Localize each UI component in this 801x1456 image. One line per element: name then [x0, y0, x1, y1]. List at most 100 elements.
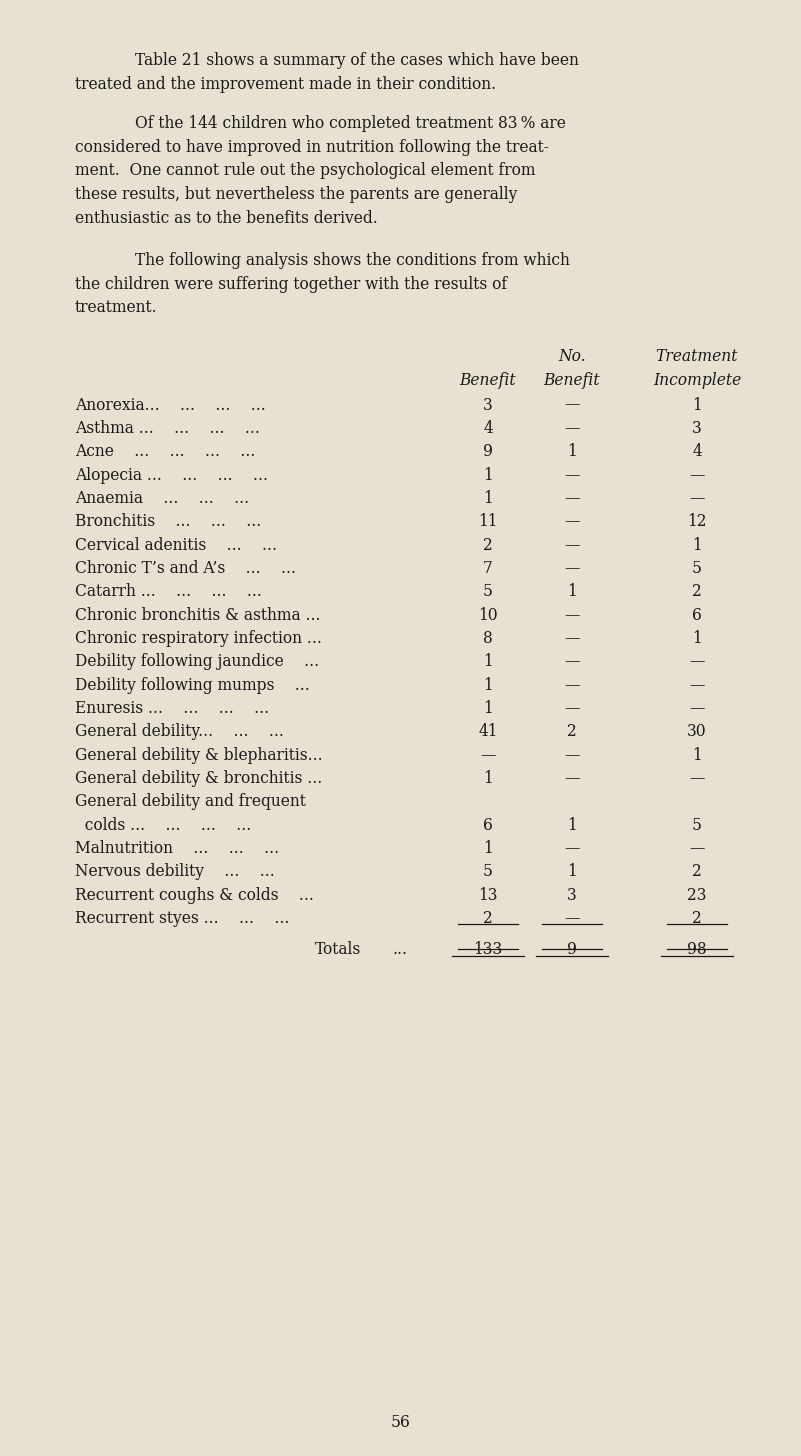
Text: —: —	[565, 514, 580, 530]
Text: —: —	[565, 910, 580, 927]
Text: 3: 3	[692, 419, 702, 437]
Text: Bronchitis  ...  ...  ...: Bronchitis ... ... ...	[75, 514, 261, 530]
Text: Of the 144 children who completed treatment 83 % are: Of the 144 children who completed treatm…	[135, 115, 566, 132]
Text: —: —	[565, 561, 580, 577]
Text: Acne  ...  ...  ...  ...: Acne ... ... ... ...	[75, 443, 256, 460]
Text: 1: 1	[483, 654, 493, 670]
Text: —: —	[690, 466, 705, 483]
Text: 4: 4	[483, 419, 493, 437]
Text: —: —	[565, 396, 580, 414]
Text: Table 21 shows a summary of the cases which have been: Table 21 shows a summary of the cases wh…	[135, 52, 579, 68]
Text: 1: 1	[692, 747, 702, 764]
Text: 30: 30	[687, 724, 706, 741]
Text: Recurrent styes ...  ...  ...: Recurrent styes ... ... ...	[75, 910, 289, 927]
Text: 1: 1	[692, 396, 702, 414]
Text: —: —	[565, 537, 580, 553]
Text: 98: 98	[687, 941, 706, 958]
Text: 2: 2	[692, 863, 702, 881]
Text: 11: 11	[478, 514, 497, 530]
Text: 2: 2	[483, 537, 493, 553]
Text: Chronic T’s and A’s  ...  ...: Chronic T’s and A’s ... ...	[75, 561, 296, 577]
Text: —: —	[565, 747, 580, 764]
Text: 1: 1	[692, 630, 702, 646]
Text: Incomplete: Incomplete	[653, 371, 741, 389]
Text: —: —	[690, 840, 705, 858]
Text: —: —	[565, 654, 580, 670]
Text: —: —	[565, 419, 580, 437]
Text: Recurrent coughs & colds  ...: Recurrent coughs & colds ...	[75, 887, 314, 904]
Text: —: —	[565, 677, 580, 693]
Text: —: —	[565, 770, 580, 788]
Text: Treatment: Treatment	[656, 348, 739, 365]
Text: —: —	[565, 466, 580, 483]
Text: 1: 1	[692, 537, 702, 553]
Text: 1: 1	[567, 443, 577, 460]
Text: 3: 3	[483, 396, 493, 414]
Text: 5: 5	[483, 584, 493, 600]
Text: —: —	[690, 700, 705, 716]
Text: enthusiastic as to the benefits derived.: enthusiastic as to the benefits derived.	[75, 210, 378, 227]
Text: Alopecia ...  ...  ...  ...: Alopecia ... ... ... ...	[75, 466, 268, 483]
Text: Enuresis ...  ...  ...  ...: Enuresis ... ... ... ...	[75, 700, 269, 716]
Text: 133: 133	[473, 941, 502, 958]
Text: 5: 5	[692, 817, 702, 834]
Text: the children were suffering together with the results of: the children were suffering together wit…	[75, 275, 507, 293]
Text: Debility following mumps  ...: Debility following mumps ...	[75, 677, 310, 693]
Text: Benefit: Benefit	[544, 371, 600, 389]
Text: Nervous debility  ...  ...: Nervous debility ... ...	[75, 863, 275, 881]
Text: 13: 13	[478, 887, 497, 904]
Text: 10: 10	[478, 607, 497, 623]
Text: 1: 1	[567, 817, 577, 834]
Text: 2: 2	[567, 724, 577, 741]
Text: ment.  One cannot rule out the psychological element from: ment. One cannot rule out the psychologi…	[75, 163, 536, 179]
Text: —: —	[690, 491, 705, 507]
Text: —: —	[565, 607, 580, 623]
Text: 1: 1	[567, 863, 577, 881]
Text: Asthma ...  ...  ...  ...: Asthma ... ... ... ...	[75, 419, 260, 437]
Text: 1: 1	[483, 700, 493, 716]
Text: 2: 2	[692, 910, 702, 927]
Text: Totals: Totals	[315, 941, 361, 958]
Text: Malnutrition  ...  ...  ...: Malnutrition ... ... ...	[75, 840, 279, 858]
Text: treatment.: treatment.	[75, 300, 158, 316]
Text: —: —	[565, 491, 580, 507]
Text: —: —	[690, 677, 705, 693]
Text: —: —	[690, 770, 705, 788]
Text: 5: 5	[483, 863, 493, 881]
Text: —: —	[565, 840, 580, 858]
Text: 1: 1	[483, 491, 493, 507]
Text: Debility following jaundice  ...: Debility following jaundice ...	[75, 654, 319, 670]
Text: Catarrh ...  ...  ...  ...: Catarrh ... ... ... ...	[75, 584, 262, 600]
Text: 6: 6	[692, 607, 702, 623]
Text: 4: 4	[692, 443, 702, 460]
Text: General debility...  ...  ...: General debility... ... ...	[75, 724, 284, 741]
Text: 41: 41	[478, 724, 497, 741]
Text: Anorexia...  ...  ...  ...: Anorexia... ... ... ...	[75, 396, 266, 414]
Text: treated and the improvement made in their condition.: treated and the improvement made in thei…	[75, 76, 496, 93]
Text: these results, but nevertheless the parents are generally: these results, but nevertheless the pare…	[75, 186, 517, 202]
Text: ...: ...	[392, 941, 407, 958]
Text: 8: 8	[483, 630, 493, 646]
Text: 9: 9	[483, 443, 493, 460]
Text: colds ...  ...  ...  ...: colds ... ... ... ...	[75, 817, 252, 834]
Text: 2: 2	[483, 910, 493, 927]
Text: 1: 1	[483, 770, 493, 788]
Text: 2: 2	[692, 584, 702, 600]
Text: 3: 3	[567, 887, 577, 904]
Text: 1: 1	[567, 584, 577, 600]
Text: —: —	[565, 700, 580, 716]
Text: Chronic bronchitis & asthma ...: Chronic bronchitis & asthma ...	[75, 607, 320, 623]
Text: —: —	[481, 747, 496, 764]
Text: 12: 12	[687, 514, 706, 530]
Text: —: —	[690, 654, 705, 670]
Text: 1: 1	[483, 840, 493, 858]
Text: Anaemia  ...  ...  ...: Anaemia ... ... ...	[75, 491, 249, 507]
Text: considered to have improved in nutrition following the treat-: considered to have improved in nutrition…	[75, 138, 549, 156]
Text: 1: 1	[483, 466, 493, 483]
Text: Benefit: Benefit	[460, 371, 517, 389]
Text: General debility & blepharitis...: General debility & blepharitis...	[75, 747, 323, 764]
Text: Cervical adenitis  ...  ...: Cervical adenitis ... ...	[75, 537, 277, 553]
Text: Chronic respiratory infection ...: Chronic respiratory infection ...	[75, 630, 322, 646]
Text: —: —	[565, 630, 580, 646]
Text: 56: 56	[391, 1414, 410, 1431]
